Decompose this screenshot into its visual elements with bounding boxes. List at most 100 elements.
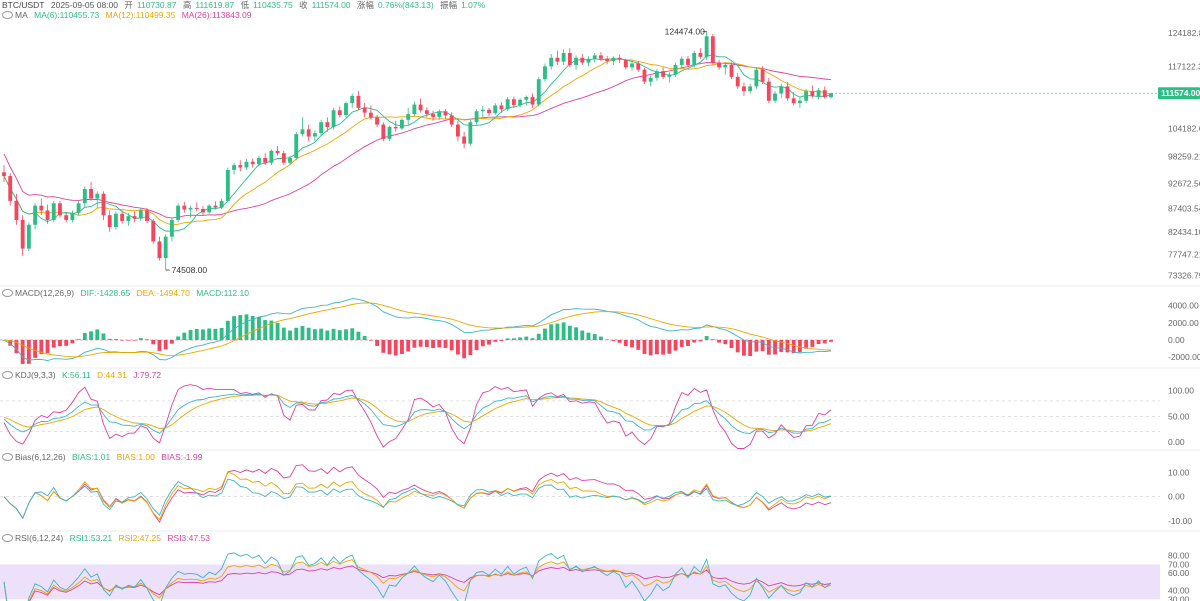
- candle-body: [344, 103, 348, 116]
- candle-body: [455, 124, 460, 137]
- low-price-annotation: 74508.00: [172, 265, 208, 275]
- macd-indicator-name: MACD(12,26,9): [15, 288, 75, 298]
- macd-histogram-bar: [586, 332, 591, 340]
- macd-histogram-bar: [418, 340, 423, 347]
- macd-histogram-bar: [362, 336, 367, 340]
- macd-histogram-bar: [375, 340, 380, 346]
- macd-histogram-bar: [163, 340, 168, 350]
- candle-body: [487, 109, 491, 114]
- candle-body: [692, 53, 697, 65]
- macd-histogram-bar: [511, 338, 516, 340]
- candle-body: [480, 109, 485, 112]
- candle-body: [742, 86, 746, 92]
- candle-body: [312, 133, 317, 137]
- eye-icon[interactable]: [2, 370, 13, 379]
- kdj-indicator-name: KDJ(9,3,3): [15, 370, 56, 380]
- candle-body: [213, 205, 218, 208]
- open-label: 开: [124, 0, 133, 10]
- candle-body: [779, 86, 784, 94]
- macd-histogram-bar: [107, 338, 112, 340]
- macd-histogram-bar: [580, 330, 585, 340]
- ohlc-info-row: BTC/USDT 2025-09-05 08:00 开 110730.87 高 11…: [2, 0, 489, 11]
- rsi-legend-row[interactable]: RSI(6,12,24) RSI1:53.21 RSI2:47.25 RSI3:…: [2, 533, 214, 544]
- k-value: K:56.11: [62, 370, 91, 380]
- candle-body: [797, 100, 802, 104]
- eye-icon[interactable]: [2, 288, 13, 297]
- macd-histogram-bar: [704, 336, 709, 340]
- macd-histogram-bar: [138, 338, 143, 340]
- candle-body: [754, 69, 759, 87]
- y-tick-label: -10.00: [1168, 516, 1192, 526]
- macd-histogram-bar: [300, 326, 305, 340]
- change-label: 涨幅: [356, 0, 374, 10]
- macd-histogram-bar: [70, 340, 75, 344]
- macd-histogram-bar: [729, 340, 734, 348]
- macd-value: MACD:112.10: [196, 288, 249, 298]
- macd-histogram-bar: [623, 340, 628, 347]
- candle-body: [673, 64, 678, 75]
- eye-icon[interactable]: [2, 533, 13, 542]
- eye-icon[interactable]: [2, 10, 13, 19]
- candle-body: [138, 210, 143, 219]
- candle-body: [45, 210, 50, 220]
- candle-body: [530, 96, 535, 105]
- candle-body: [225, 169, 230, 201]
- candle-body: [418, 104, 423, 111]
- candle-body: [294, 134, 299, 158]
- macd-histogram-bar: [82, 332, 87, 340]
- macd-histogram-bar: [64, 340, 69, 346]
- ma-legend-row[interactable]: MA MA(6):110455.73 MA(12):110499.35 MA(2…: [2, 10, 256, 21]
- macd-histogram-bar: [213, 328, 218, 340]
- candle-body: [580, 57, 585, 63]
- candle-body: [605, 58, 610, 62]
- bias-legend-row[interactable]: Bias(6,12,26) BIAS:1.01 BIAS:1.00 BIAS:-…: [2, 452, 206, 463]
- candle-body: [26, 224, 31, 249]
- symbol-label: BTC/USDT: [2, 0, 45, 10]
- macd-histogram-bar: [14, 340, 19, 354]
- macd-histogram-bar: [225, 320, 230, 340]
- candle-body: [163, 236, 168, 259]
- macd-histogram-bar: [145, 339, 149, 340]
- dif-value: DIF:-1428.65: [80, 288, 131, 298]
- kdj-legend-row[interactable]: KDJ(9,3,3) K:56.11 D:44.31 J:79.72: [2, 370, 165, 381]
- ma12-value: MA(12):110499.35: [105, 10, 176, 20]
- macd-histogram-bar: [219, 327, 224, 340]
- y-tick-label: 80.00: [1168, 551, 1190, 561]
- macd-histogram-bar: [331, 328, 336, 340]
- macd-histogram-bar: [804, 340, 809, 349]
- candle-body: [443, 111, 448, 116]
- macd-histogram-bar: [505, 338, 510, 340]
- bias2-line: [3, 471, 832, 521]
- candle-body: [51, 203, 56, 220]
- macd-histogram-bar: [288, 330, 292, 340]
- low-label: 低: [240, 0, 250, 10]
- bias3-line: [3, 464, 832, 524]
- ma6-value: MA(6):110455.73: [34, 10, 100, 20]
- candle-body: [760, 69, 765, 82]
- y-tick-label: 73326.79: [1168, 271, 1200, 281]
- candle-body: [717, 62, 722, 68]
- amplitude-value: 1.07%: [461, 0, 486, 10]
- candle-body: [766, 81, 771, 101]
- macd-histogram-bar: [281, 327, 286, 340]
- macd-histogram-bar: [567, 325, 572, 340]
- macd-histogram-bar: [630, 340, 634, 348]
- macd-histogram-bar: [368, 340, 373, 341]
- macd-histogram-bar: [779, 340, 784, 352]
- last-price-label: 111574.00: [1161, 88, 1200, 98]
- macd-histogram-bar: [493, 340, 498, 342]
- candle-body: [219, 200, 224, 208]
- candle-body: [238, 165, 243, 168]
- candle-body: [356, 95, 361, 108]
- candle-body: [474, 111, 479, 123]
- macd-histogram-bar: [455, 340, 460, 355]
- y-tick-label: 4000.00: [1168, 301, 1199, 311]
- candle-body: [393, 126, 398, 129]
- eye-icon[interactable]: [2, 452, 13, 461]
- y-tick-label: 50.00: [1168, 411, 1190, 421]
- macd-legend-row[interactable]: MACD(12,26,9) DIF:-1428.65 DEA:-1494.70 …: [2, 288, 253, 299]
- macd-histogram-bar: [679, 340, 684, 347]
- candle-body: [555, 57, 560, 62]
- rsi1-line: [3, 552, 832, 601]
